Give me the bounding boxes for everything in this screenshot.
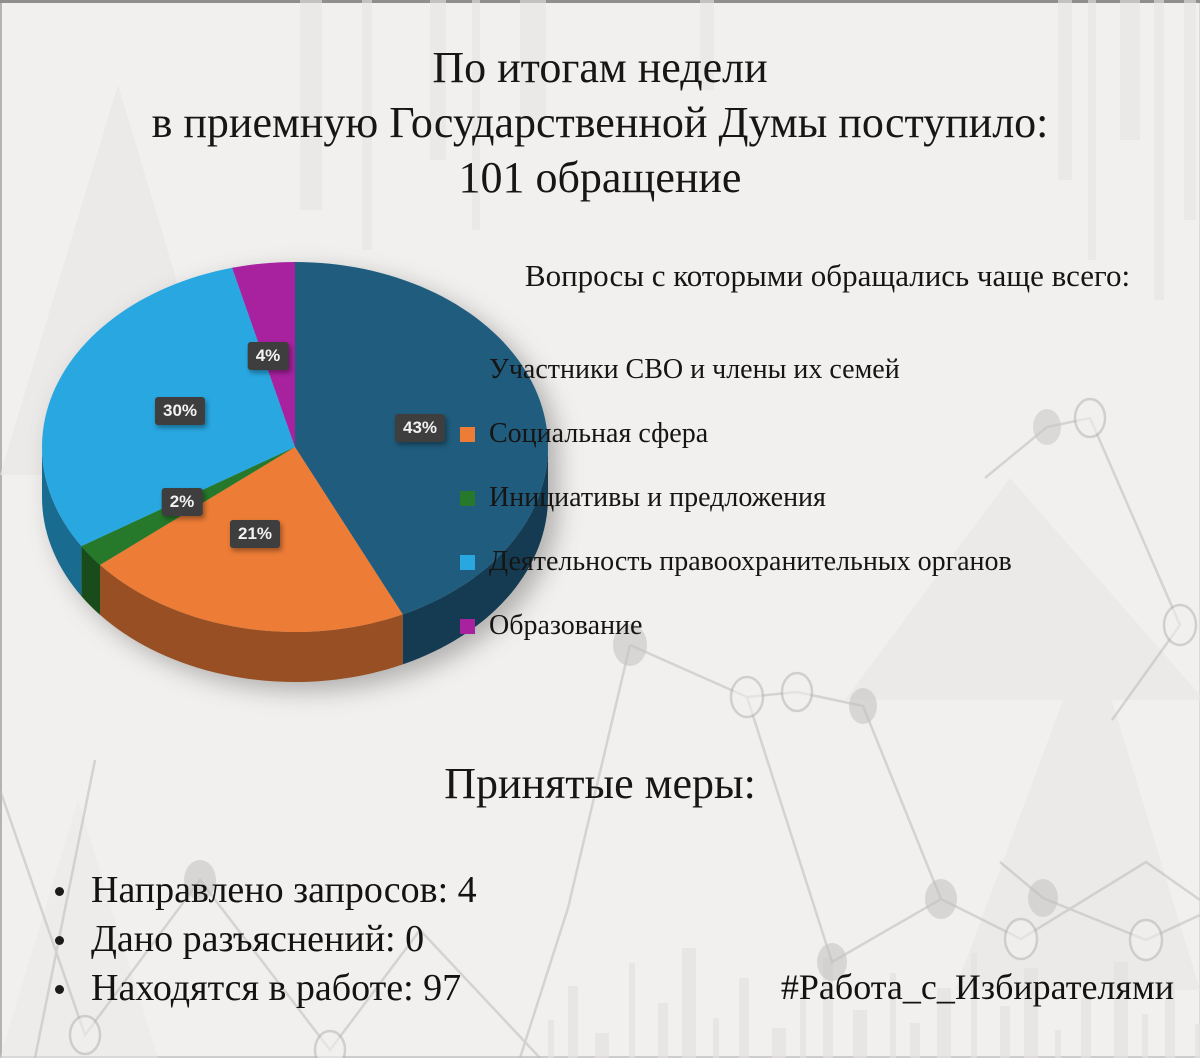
legend-item: Участники СВО и члены их семей (460, 338, 1195, 402)
legend-swatch (460, 426, 475, 442)
legend-item: Деятельность правоохранительных органов (460, 530, 1195, 594)
measures-list: Направлено запросов: 4 Дано разъяснений: … (45, 866, 477, 1013)
legend-item: Социальная сфера (460, 402, 1195, 466)
pie-slice-side-3 (42, 447, 82, 597)
pie-data-label: 2% (161, 488, 203, 516)
pie-data-label: 4% (247, 342, 289, 370)
chart-legend: Вопросы с которыми обращались чаще всего… (460, 258, 1195, 658)
legend-swatch (460, 362, 475, 378)
legend-label: Деятельность правоохранительных органов (489, 546, 1012, 577)
measure-item: Находятся в работе: 97 (45, 964, 477, 1013)
measures-title: Принятые меры: (444, 759, 756, 808)
legend-label: Инициативы и предложения (489, 482, 826, 513)
hashtag-label: #Работа_с_Избирателями (780, 967, 1174, 1007)
pie-data-label: 43% (394, 414, 446, 442)
legend-items: Участники СВО и члены их семей Социальная… (460, 338, 1195, 658)
legend-swatch (460, 554, 475, 570)
page-title: По итогам недели в приемную Государствен… (0, 40, 1200, 205)
pie-data-label: 30% (154, 397, 206, 425)
legend-item: Образование (460, 594, 1195, 658)
watermark-bars-top (300, 0, 1196, 300)
legend-label: Образование (489, 610, 643, 641)
pie-data-label: 21% (229, 520, 281, 548)
pie-chart: 43% 21% 2% 30% 4% (20, 250, 600, 710)
watermark-nodes (68, 397, 1198, 1058)
legend-swatch (460, 490, 475, 506)
measure-item: Дано разъяснений: 0 (45, 915, 477, 964)
title-line-1: По итогам недели (432, 43, 768, 92)
pie-slice-side-2 (81, 546, 101, 615)
title-line-2: в приемную Государственной Думы поступил… (151, 98, 1049, 147)
title-line-3: 101 обращение (458, 153, 742, 202)
legend-label: Участники СВО и члены их семей (489, 354, 900, 385)
legend-swatch (460, 618, 475, 634)
legend-label: Социальная сфера (489, 418, 709, 449)
legend-item: Инициативы и предложения (460, 466, 1195, 530)
measure-item: Направлено запросов: 4 (45, 866, 477, 915)
pie-slice-side-0 (402, 447, 548, 665)
pie-slice-side-1 (100, 564, 403, 682)
watermark-bars-bottom (548, 948, 1200, 1058)
legend-title: Вопросы с которыми обращались чаще всего… (524, 258, 1131, 293)
